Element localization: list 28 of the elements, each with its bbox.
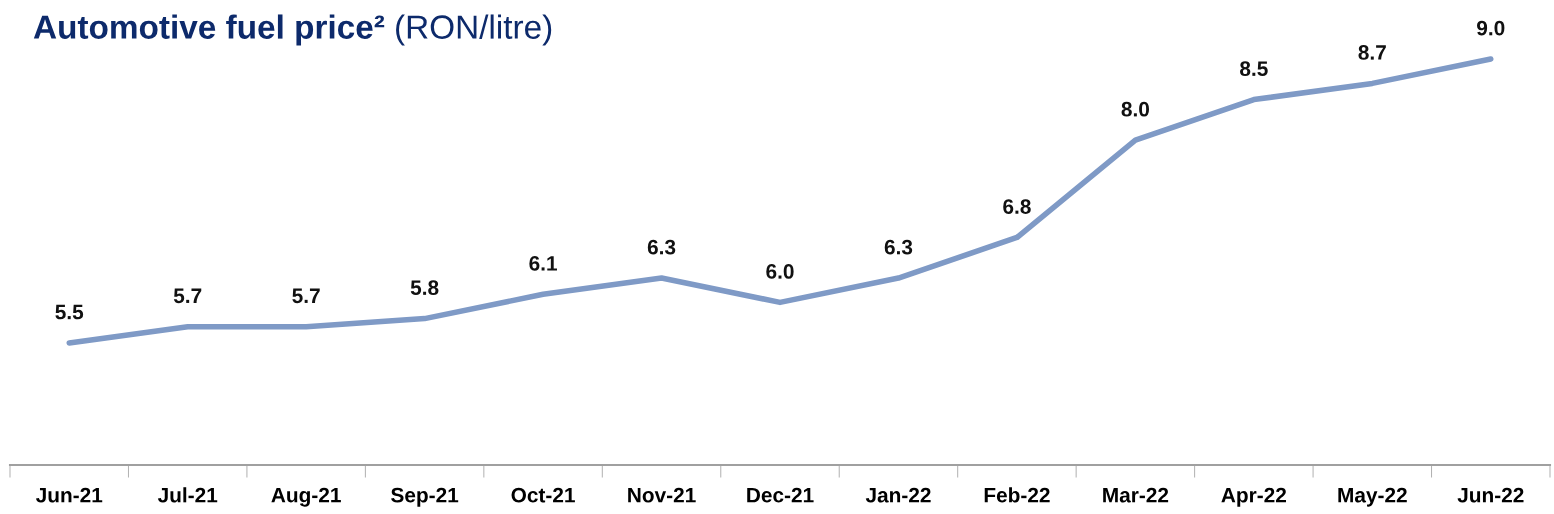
x-tick-label: Nov-21: [628, 487, 696, 503]
data-label: 6.3: [647, 239, 676, 255]
x-tick-label: Aug-21: [271, 487, 341, 507]
data-label: 6.0: [766, 264, 794, 279]
data-label: 6.8: [1003, 199, 1031, 214]
x-tick-label: Mar-22: [1103, 487, 1169, 503]
data-label: 9.0: [1477, 20, 1505, 36]
x-tick-label: Dec-21: [747, 487, 814, 503]
data-label: 5.7: [173, 288, 202, 304]
data-label: 8.0: [1121, 101, 1150, 117]
x-tick-label: Jun-22: [1457, 487, 1524, 503]
data-label: 8.7: [1358, 45, 1386, 60]
x-tick-label: Oct-21: [511, 487, 575, 503]
x-tick-label: Apr-22: [1221, 487, 1287, 507]
data-label: 5.5: [55, 304, 84, 320]
x-tick-label: Jul-21: [157, 487, 218, 503]
x-tick-label: May-22: [1338, 487, 1407, 507]
x-tick-label: Jun-21: [35, 487, 103, 503]
x-tick-label: Sep-21: [391, 487, 459, 507]
chart-title: Automotive fuel price²: [33, 14, 385, 46]
data-label: 8.5: [1240, 61, 1268, 77]
chart-subtitle: (RON/litre): [396, 14, 552, 46]
x-tick-label: Jan-22: [865, 487, 931, 503]
x-tick-label: Feb-22: [984, 487, 1050, 503]
data-label: 6.3: [884, 239, 913, 255]
data-label: 5.8: [410, 280, 439, 296]
data-label: 6.1: [529, 255, 557, 271]
data-label: 5.7: [292, 288, 320, 304]
